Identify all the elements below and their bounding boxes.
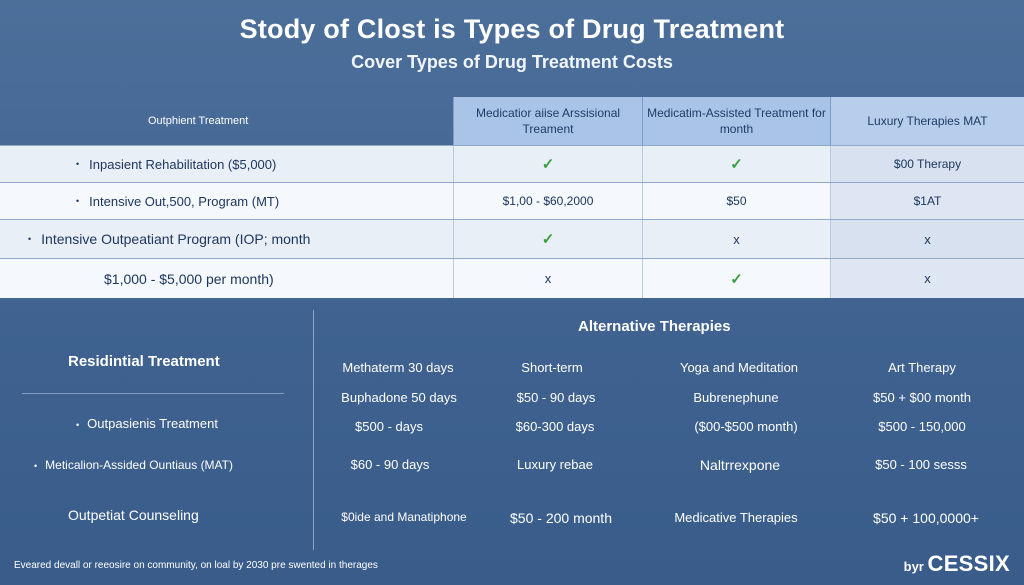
grid-cell: $50 + 100,0000+	[873, 510, 979, 526]
grid-cell: $50 - 90 days	[516, 390, 596, 405]
cost-table: Outphient Treatment Medicatior aiise Ars…	[0, 97, 1024, 298]
left-item: • Outpasienis Treatment	[76, 416, 218, 431]
left-item: • Meticalion-Assided Ountiaus (MAT)	[34, 458, 233, 472]
table-header: Outphient Treatment Medicatior aiise Ars…	[0, 97, 1024, 145]
header-col-1: Medicatior aiise Arssisional Treament	[453, 97, 642, 145]
table-cell: $00 Therapy	[830, 146, 1024, 182]
header-col-2: Medicatim-Assisted Treatment for month	[642, 97, 830, 145]
grid-cell: Yoga and Meditation	[679, 360, 799, 375]
table-row: • Intensive Outpeatiant Program (IOP; mon…	[0, 219, 1024, 258]
grid-cell: Medicative Therapies	[674, 510, 798, 525]
row-label: • Inpasient Rehabilitation ($5,000)	[76, 156, 277, 172]
table-cell: x	[642, 220, 830, 258]
horizontal-divider	[22, 393, 284, 394]
grid-cell: Buphadone 50 days	[341, 390, 457, 405]
grid-cell: Bubrenephune	[693, 390, 779, 405]
footer-note: Eveared devall or reeosire on community,…	[14, 560, 378, 571]
left-heading: Residintial Treatment	[68, 353, 220, 370]
page-subtitle: Cover Types of Drug Treatment Costs	[351, 52, 673, 72]
grid-cell: $0ide and Manatiphone	[341, 510, 467, 524]
table-cell: ✓	[453, 220, 642, 258]
table-cell: $50	[642, 183, 830, 219]
header-col-3: Luxury Therapies MAT	[830, 97, 1024, 145]
page-title: Stody of Clost is Types of Drug Treatmen…	[239, 14, 785, 44]
row-label: • Intensive Outpeatiant Program (IOP; mon…	[28, 231, 311, 247]
grid-cell: $500 - 150,000	[878, 419, 966, 434]
header-first-col: Outphient Treatment	[148, 115, 249, 127]
vertical-divider	[313, 310, 314, 550]
brand-logo: byr CESSIX	[903, 551, 1010, 576]
grid-cell: ($00-$500 month)	[694, 419, 798, 434]
table-row: $1,000 - $5,000 per month) x ✓ x	[0, 258, 1024, 298]
table-cell: ✓	[642, 146, 830, 182]
grid-cell: $500 - days	[355, 419, 423, 434]
left-item: Outpetiat Counseling	[68, 507, 199, 523]
grid-cell: $50 + $00 month	[873, 390, 971, 405]
grid-cell: Art Therapy	[888, 360, 956, 375]
table-row: • Inpasient Rehabilitation ($5,000) ✓ ✓ $…	[0, 145, 1024, 182]
table-cell: ✓	[642, 259, 830, 298]
table-cell: $1AT	[830, 183, 1024, 219]
row-label: • Intensive Out,500, Program (MT)	[76, 193, 280, 209]
grid-cell: Methaterm 30 days	[342, 360, 454, 375]
grid-cell: Short-term	[521, 360, 583, 375]
table-row: • Intensive Out,500, Program (MT) $1,00 -…	[0, 182, 1024, 219]
grid-cell: Naltrrexpone	[699, 457, 781, 473]
alternative-therapies-title: Alternative Therapies	[578, 318, 731, 335]
grid-cell: $60 - 90 days	[350, 457, 430, 472]
grid-cell: $60-300 days	[515, 419, 595, 434]
grid-cell: $50 - 100 sesss	[875, 457, 967, 472]
table-cell: x	[830, 220, 1024, 258]
grid-cell: $50 - 200 month	[510, 510, 612, 526]
table-cell: ✓	[453, 146, 642, 182]
grid-cell: Luxury rebae	[517, 457, 593, 472]
table-cell: $1,00 - $60,2000	[453, 183, 642, 219]
table-cell: x	[453, 259, 642, 298]
row-label: $1,000 - $5,000 per month)	[104, 270, 274, 287]
table-cell: x	[830, 259, 1024, 298]
